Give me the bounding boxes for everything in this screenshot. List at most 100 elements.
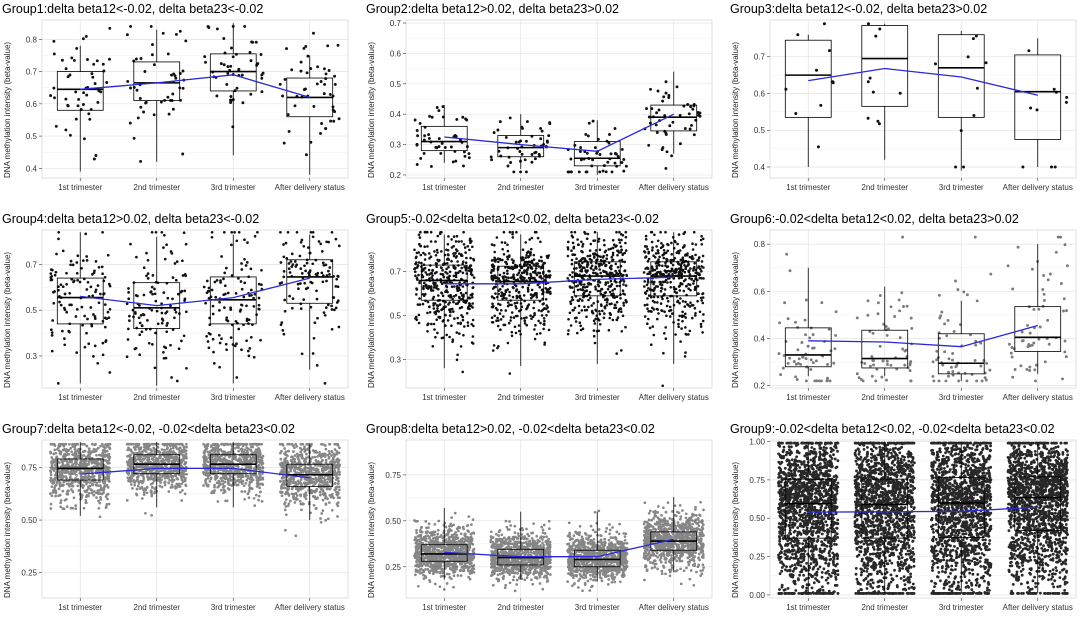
data-point <box>90 324 94 328</box>
data-point <box>947 374 950 378</box>
data-point <box>498 257 502 261</box>
data-point <box>609 284 613 288</box>
data-point <box>1013 368 1017 371</box>
data-point <box>89 285 93 289</box>
data-point <box>602 261 606 265</box>
data-point <box>461 115 465 119</box>
data-point <box>142 293 146 297</box>
data-point <box>74 461 78 465</box>
data-point <box>52 52 56 56</box>
data-point <box>603 305 606 309</box>
data-point <box>225 318 228 322</box>
data-point <box>653 280 656 284</box>
data-point <box>59 478 63 481</box>
data-point <box>315 289 318 293</box>
data-point <box>454 302 458 306</box>
data-point <box>643 303 647 307</box>
data-point <box>452 310 455 313</box>
data-point <box>80 464 84 468</box>
data-point <box>532 300 536 304</box>
data-point <box>575 257 578 260</box>
data-point <box>700 299 703 302</box>
data-point <box>455 234 459 238</box>
data-point <box>99 498 103 501</box>
data-point <box>153 366 157 370</box>
data-point <box>685 284 688 288</box>
data-point <box>86 280 90 284</box>
data-point <box>98 475 102 479</box>
data-point <box>181 259 184 263</box>
data-point <box>229 101 233 104</box>
data-point <box>142 488 145 492</box>
data-point <box>524 256 527 260</box>
data-point <box>676 242 679 246</box>
data-point <box>80 442 84 446</box>
data-point <box>534 324 537 327</box>
data-point <box>422 267 425 271</box>
data-point <box>603 312 606 315</box>
data-point <box>74 453 78 457</box>
data-point <box>502 315 505 318</box>
data-point <box>622 169 626 173</box>
data-point <box>870 355 874 359</box>
data-point <box>544 282 548 285</box>
data-point <box>283 298 287 302</box>
data-point <box>97 499 100 503</box>
data-point <box>656 249 660 252</box>
data-point <box>587 121 591 125</box>
data-point <box>57 494 60 498</box>
data-point <box>153 454 157 458</box>
data-point <box>517 140 521 144</box>
data-point <box>541 297 544 301</box>
data-point <box>1028 369 1032 372</box>
y-tick-label: 0.3 <box>26 352 38 361</box>
data-point <box>683 355 687 358</box>
data-point <box>418 279 422 283</box>
data-point <box>49 466 53 469</box>
data-point <box>1042 292 1046 296</box>
data-point <box>249 449 253 452</box>
data-point <box>50 274 54 278</box>
data-point <box>578 266 581 269</box>
data-point <box>94 288 98 292</box>
data-point <box>526 290 530 293</box>
data-point <box>672 286 676 289</box>
data-point <box>598 323 602 326</box>
data-point <box>293 104 297 108</box>
data-point <box>664 264 667 267</box>
data-point <box>215 27 219 31</box>
x-tick-label: 2nd trimester <box>497 393 544 402</box>
data-point <box>413 248 416 252</box>
data-point <box>136 294 139 298</box>
data-point <box>701 296 705 299</box>
data-point <box>185 366 188 370</box>
chart-panel-4: Group4:delta beta12>0.02, delta beta23<-… <box>2 212 358 416</box>
data-point <box>581 266 584 269</box>
data-point <box>573 230 577 234</box>
data-point <box>157 476 161 479</box>
data-point <box>59 283 63 287</box>
data-point <box>161 474 165 477</box>
data-point <box>152 446 156 450</box>
y-tick-label: 0.50 <box>21 516 37 525</box>
data-point <box>817 379 821 383</box>
data-point <box>566 332 570 336</box>
data-point <box>804 357 808 361</box>
data-point <box>167 481 170 485</box>
data-point <box>660 286 663 290</box>
data-point <box>574 295 578 298</box>
data-point <box>567 170 571 174</box>
data-point <box>954 165 958 169</box>
data-point <box>68 303 72 307</box>
data-point <box>620 238 623 242</box>
data-point <box>834 333 838 337</box>
data-point <box>239 280 243 283</box>
data-point <box>131 474 135 478</box>
data-point <box>522 294 526 297</box>
data-point <box>230 274 234 277</box>
data-point <box>63 452 67 456</box>
data-point <box>784 87 788 91</box>
data-point <box>337 325 341 329</box>
data-point <box>680 282 683 286</box>
data-point <box>61 249 65 253</box>
